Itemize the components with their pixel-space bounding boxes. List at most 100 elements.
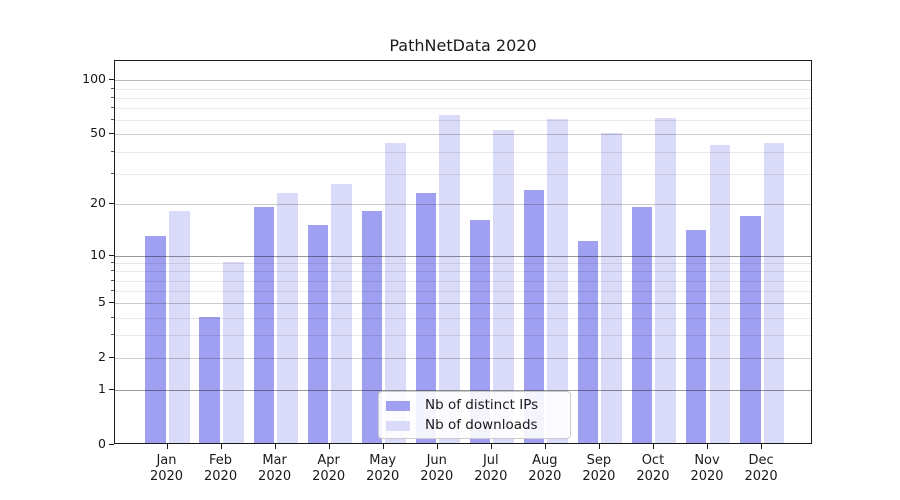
ytick-minor-mark-30	[111, 172, 114, 174]
gridline-100	[115, 80, 811, 82]
legend-swatch-downloads	[386, 421, 410, 431]
bar-downloads-dec	[763, 143, 785, 443]
xtick-label-nov: Nov 2020	[690, 453, 724, 484]
bar-distinct-ips-jun	[415, 192, 437, 443]
gridline-30	[115, 173, 811, 175]
ytick-minor-mark-60	[111, 119, 114, 121]
bar-downloads-jul	[493, 130, 514, 443]
xtick-mark-oct	[652, 444, 654, 449]
bar-distinct-ips-nov	[685, 230, 707, 443]
ytick-minor-mark-70	[111, 107, 114, 109]
plot-area	[114, 60, 812, 444]
ytick-minor-mark-8	[111, 270, 114, 272]
bar-distinct-ips-oct	[631, 207, 653, 443]
xtick-mark-dec	[761, 444, 763, 449]
bar-distinct-ips-sep	[577, 241, 599, 443]
ytick-mark-10	[109, 254, 114, 256]
gridline-80	[115, 97, 811, 99]
xtick-mark-sep	[598, 444, 600, 449]
xtick-label-may: May 2020	[366, 453, 400, 484]
bar-downloads-nov	[709, 145, 731, 443]
legend-label-downloads: Nb of downloads	[425, 417, 538, 433]
xtick-mark-mar	[274, 444, 276, 449]
ytick-label-1: 1	[98, 381, 106, 397]
xtick-label-jun: Jun 2020	[420, 453, 454, 484]
gridline-40	[115, 151, 811, 153]
xtick-mark-may	[382, 444, 384, 449]
ytick-minor-mark-9	[111, 262, 114, 264]
bar-downloads-aug	[547, 119, 568, 443]
gridline-5	[115, 303, 811, 305]
gridline-9	[115, 263, 811, 265]
bar-downloads-oct	[655, 117, 677, 443]
ytick-minor-mark-3	[111, 334, 114, 336]
xtick-label-aug: Aug 2020	[528, 453, 562, 484]
ytick-minor-mark-40	[111, 150, 114, 152]
bar-distinct-ips-jul	[469, 220, 491, 443]
xtick-label-sep: Sep 2020	[582, 453, 616, 484]
ytick-label-20: 20	[90, 195, 106, 211]
xtick-mark-feb	[220, 444, 222, 449]
ytick-mark-5	[109, 302, 114, 304]
legend-item-distinct-ips: Nb of distinct IPs	[379, 396, 570, 416]
legend: Nb of distinct IPs Nb of downloads	[378, 391, 571, 439]
gridline-70	[115, 108, 811, 110]
ytick-mark-1	[109, 389, 114, 391]
xtick-label-oct: Oct 2020	[636, 453, 670, 484]
bar-downloads-feb	[223, 262, 244, 443]
bar-distinct-ips-aug	[523, 189, 545, 443]
ytick-label-50: 50	[90, 125, 106, 141]
ytick-minor-mark-4	[111, 316, 114, 318]
ytick-mark-20	[109, 203, 114, 205]
bar-downloads-jun	[439, 115, 460, 443]
ytick-label-0: 0	[98, 436, 106, 451]
xtick-mark-nov	[707, 444, 708, 449]
gridline-20	[115, 204, 811, 206]
ytick-minor-mark-6	[111, 290, 114, 292]
gridline-7	[115, 280, 811, 282]
bar-distinct-ips-dec	[739, 215, 761, 443]
ytick-label-5: 5	[98, 294, 106, 310]
gridline-6	[115, 291, 811, 293]
bar-distinct-ips-feb	[199, 316, 221, 443]
ytick-label-100: 100	[82, 71, 106, 87]
bar-distinct-ips-jan	[145, 235, 166, 443]
ytick-label-2: 2	[98, 349, 106, 365]
ytick-minor-mark-80	[111, 96, 114, 98]
gridline-8	[115, 271, 811, 273]
ytick-mark-0	[109, 444, 114, 445]
ytick-minor-mark-7	[111, 279, 114, 281]
xtick-label-dec: Dec 2020	[744, 453, 778, 484]
xtick-label-jan: Jan 2020	[149, 453, 184, 484]
bar-downloads-jan	[169, 211, 190, 443]
bar-distinct-ips-may	[361, 211, 383, 443]
bar-downloads-may	[385, 143, 406, 443]
bar-distinct-ips-mar	[253, 207, 275, 443]
gridline-10	[115, 255, 811, 257]
gridline-90	[115, 88, 811, 90]
ytick-minor-mark-90	[111, 87, 114, 89]
xtick-mark-apr	[328, 444, 330, 449]
xtick-mark-jan	[166, 444, 168, 449]
legend-swatch-distinct-ips	[386, 401, 410, 411]
bar-downloads-mar	[277, 192, 298, 443]
ytick-mark-50	[109, 133, 114, 135]
xtick-label-apr: Apr 2020	[312, 453, 346, 484]
bar-downloads-sep	[601, 133, 622, 443]
xtick-label-feb: Feb 2020	[204, 453, 238, 484]
legend-label-distinct-ips: Nb of distinct IPs	[425, 397, 539, 413]
legend-item-downloads: Nb of downloads	[379, 416, 570, 436]
xtick-mark-aug	[544, 444, 546, 449]
xtick-label-mar: Mar 2020	[258, 453, 292, 484]
ytick-label-10: 10	[90, 246, 106, 262]
chart-title: PathNetData 2020	[389, 36, 537, 55]
xtick-label-jul: Jul 2020	[474, 453, 508, 484]
bar-downloads-apr	[331, 183, 352, 443]
gridline-60	[115, 120, 811, 122]
bar-distinct-ips-apr	[307, 224, 329, 443]
gridline-50	[115, 134, 811, 136]
ytick-mark-100	[109, 79, 114, 81]
ytick-mark-2	[109, 357, 114, 359]
xtick-mark-jun	[436, 444, 438, 449]
